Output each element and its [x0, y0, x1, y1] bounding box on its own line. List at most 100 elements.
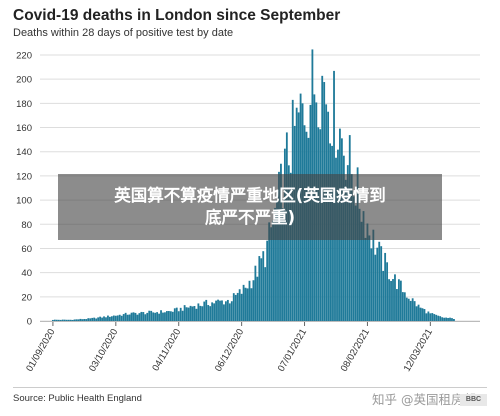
bar [199, 305, 202, 321]
bar [282, 208, 284, 321]
y-tick-label: 120 [16, 171, 32, 182]
bar [276, 200, 278, 321]
bar [152, 312, 155, 321]
bar [177, 311, 180, 321]
bar [368, 235, 371, 321]
bar [411, 298, 414, 321]
bar [140, 311, 143, 321]
bar [162, 312, 164, 321]
bar [79, 318, 82, 321]
y-tick-label: 80 [21, 220, 32, 231]
bar [362, 211, 365, 321]
bar [128, 314, 131, 321]
bar [221, 300, 223, 321]
bar [289, 172, 292, 321]
bar [91, 317, 94, 321]
bar [142, 312, 145, 321]
bar [384, 252, 387, 321]
bar [370, 248, 373, 321]
bar [205, 299, 208, 321]
bar [352, 196, 355, 321]
bar [417, 304, 420, 321]
bar [431, 313, 434, 321]
bar [138, 313, 141, 321]
x-tick-label: 08/02/2021 [339, 327, 372, 374]
x-tick-label: 06/12/2020 [213, 327, 246, 374]
bar [421, 308, 424, 321]
bar [252, 280, 255, 321]
bar [358, 208, 361, 321]
x-tick-label: 12/03/2021 [402, 327, 435, 374]
bar [160, 310, 162, 321]
bar [173, 308, 176, 321]
bar [382, 270, 385, 321]
bar [75, 319, 78, 321]
bar [264, 267, 267, 321]
bar [201, 306, 204, 321]
bar [278, 171, 280, 321]
x-tick-label: 07/01/2021 [276, 327, 309, 374]
bar [126, 314, 129, 321]
watermark: 知乎 @英国租房帮 [372, 392, 476, 407]
y-tick-label: 220 [16, 51, 32, 62]
bar [209, 306, 212, 321]
y-tick-label: 40 [21, 268, 32, 279]
bar [441, 317, 444, 321]
bar [240, 293, 243, 321]
bar [224, 301, 227, 321]
bar [181, 310, 184, 321]
bar [401, 292, 404, 321]
bar [179, 307, 182, 321]
bar [191, 306, 194, 321]
y-axis-ticks: 0 20 40 60 80 100 120 140 160 180 200 220 [16, 51, 32, 328]
bar [378, 241, 381, 321]
bar [101, 317, 103, 321]
bar [250, 288, 253, 321]
bar [215, 300, 217, 321]
bar [397, 279, 400, 321]
chart-subtitle: Deaths within 28 days of positive test b… [13, 27, 234, 39]
bar [407, 298, 410, 321]
bar [374, 254, 377, 321]
bar [415, 306, 418, 321]
bar [83, 319, 86, 321]
bar [445, 317, 447, 321]
bar [99, 316, 101, 321]
bar [219, 300, 221, 321]
bar [386, 262, 389, 321]
bar [171, 311, 174, 321]
bar [57, 319, 60, 321]
y-tick-label: 140 [16, 147, 32, 158]
bar [405, 297, 408, 321]
bar [272, 220, 274, 321]
bar [193, 306, 196, 321]
bar [136, 314, 139, 321]
bar [392, 279, 394, 321]
bar [154, 312, 157, 321]
bar [372, 229, 375, 321]
bar [150, 310, 153, 321]
x-axis-ticks: 01/09/2020 03/10/2020 04/11/2020 06/12/2020… [24, 322, 435, 374]
bar [107, 315, 109, 321]
bar [103, 316, 105, 321]
bar [124, 312, 127, 321]
bar [429, 313, 432, 321]
y-tick-label: 100 [16, 196, 32, 207]
bar [55, 319, 58, 321]
bar [189, 305, 192, 321]
bar [120, 315, 123, 321]
bar [350, 174, 353, 321]
bar [61, 319, 64, 321]
bar [280, 163, 282, 321]
bar [226, 299, 229, 321]
bar [65, 319, 68, 321]
bar [158, 313, 160, 321]
bar [266, 240, 269, 321]
bar [399, 280, 402, 321]
bar [77, 319, 80, 321]
bar [93, 317, 96, 321]
bar [380, 246, 383, 321]
bar [95, 318, 98, 321]
x-tick-label: 01/09/2020 [24, 327, 57, 374]
bar [134, 312, 137, 321]
